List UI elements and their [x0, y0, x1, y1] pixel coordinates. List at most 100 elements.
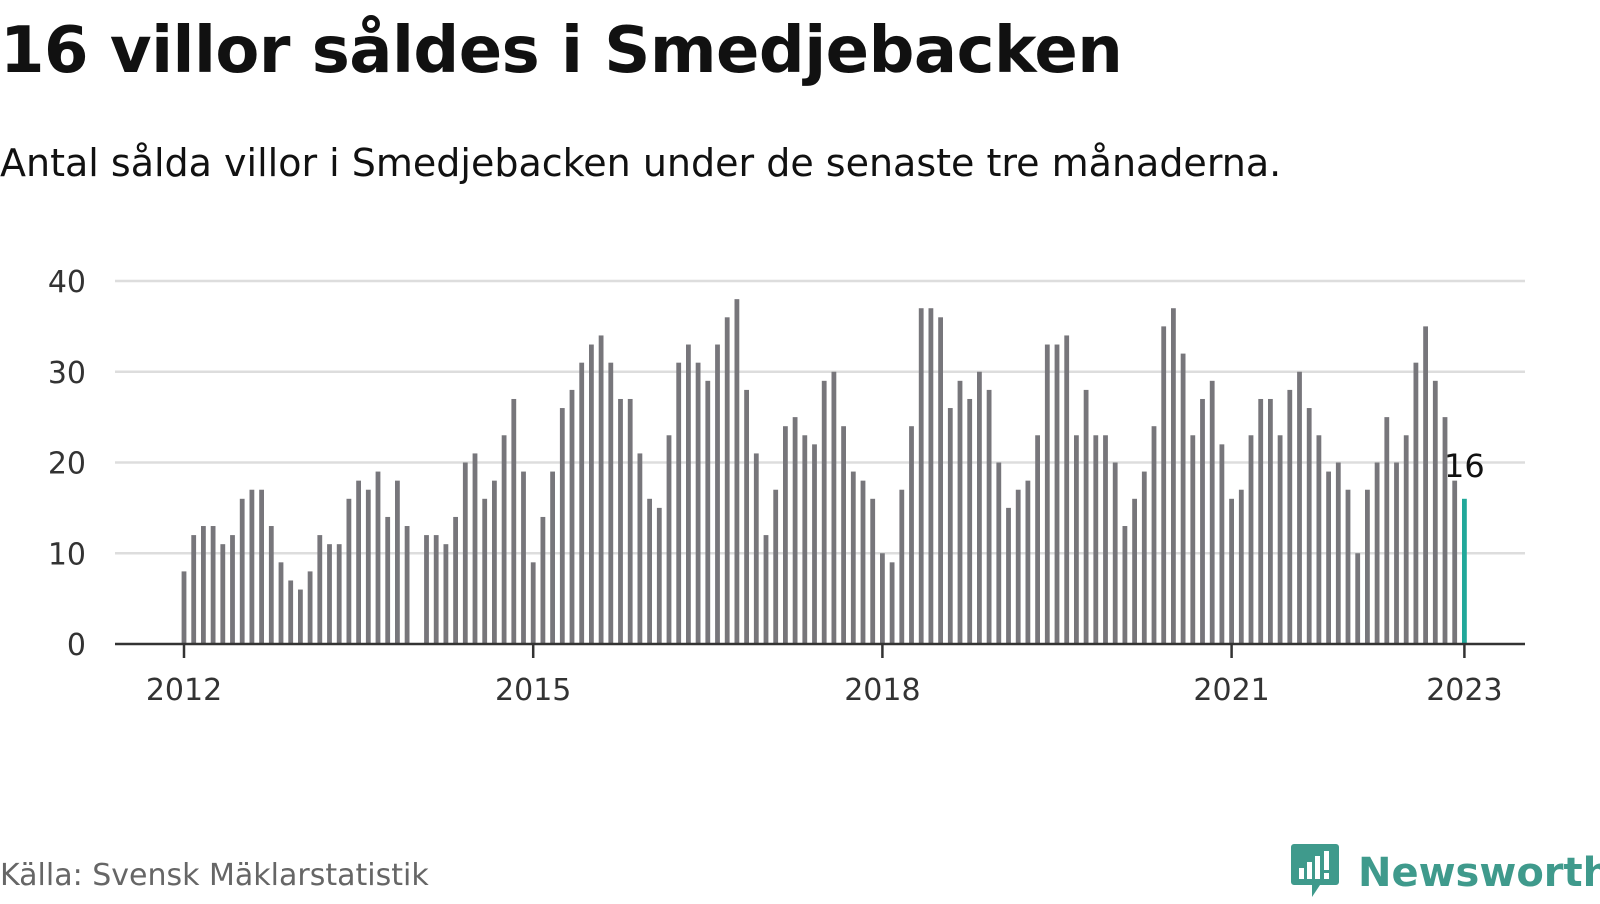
- bar: [909, 426, 914, 644]
- y-tick-label-40: 40: [48, 265, 86, 300]
- bar: [1025, 480, 1031, 644]
- bar: [705, 380, 711, 644]
- x-tick-label-2023: 2023: [1426, 673, 1502, 708]
- bar: [734, 299, 740, 644]
- bar: [1171, 308, 1176, 644]
- bar: [559, 408, 565, 644]
- bar: [191, 535, 197, 644]
- bar: [1054, 344, 1060, 644]
- bar: [501, 435, 507, 644]
- bar: [1093, 435, 1099, 644]
- bar: [957, 380, 963, 644]
- bar: [627, 398, 633, 644]
- bar: [656, 507, 662, 644]
- bar: [385, 516, 391, 644]
- chart-title: 16 villor såldes i Smedjebacken: [0, 14, 1123, 88]
- y-axis-ticks: 0 10 20 30 40: [48, 265, 86, 663]
- newsworthy-logo-icon: [1290, 842, 1340, 904]
- bar: [365, 489, 371, 644]
- bar: [1161, 326, 1167, 644]
- bar: [676, 362, 682, 644]
- bar: [1141, 471, 1147, 644]
- bar: [453, 516, 458, 644]
- bar: [1015, 489, 1021, 644]
- bar: [404, 526, 410, 644]
- bar: [579, 362, 585, 644]
- bar: [860, 480, 866, 644]
- bar: [1432, 380, 1438, 644]
- bar: [1326, 471, 1331, 644]
- bar: [1103, 435, 1108, 644]
- y-tick-label-30: 30: [48, 356, 86, 391]
- bar: [589, 344, 594, 644]
- bar: [918, 308, 924, 644]
- y-tick-label-0: 0: [67, 628, 86, 663]
- bar: [1374, 462, 1380, 644]
- bar: [1229, 498, 1234, 644]
- bar: [249, 489, 255, 644]
- bar: [1044, 344, 1050, 644]
- bar: [492, 480, 497, 644]
- bar: [1190, 435, 1196, 644]
- bar: [220, 544, 226, 644]
- bars: [181, 299, 1467, 644]
- bar: [1258, 398, 1264, 644]
- y-tick-label-20: 20: [48, 447, 86, 482]
- bar: [831, 371, 837, 644]
- bar: [1277, 435, 1283, 644]
- bar: [1083, 389, 1089, 644]
- bar: [1316, 435, 1322, 644]
- bar: [1335, 462, 1341, 644]
- bar: [753, 453, 759, 644]
- bar: [1200, 398, 1205, 644]
- bar: [1248, 435, 1254, 644]
- x-tick-label-2015: 2015: [495, 673, 571, 708]
- bar: [608, 362, 614, 644]
- bar: [511, 398, 517, 644]
- bar: [1112, 462, 1118, 644]
- bar: [1122, 526, 1128, 644]
- bar: [744, 389, 749, 644]
- bar: [598, 335, 604, 644]
- bar: [550, 471, 555, 644]
- bar: [802, 435, 808, 644]
- bar: [395, 480, 400, 644]
- bar: [530, 562, 536, 644]
- bar: [540, 516, 546, 644]
- bar: [1268, 398, 1273, 644]
- bar: [724, 317, 730, 644]
- brand-logo: Newsworthy: [1290, 842, 1600, 904]
- bar: [841, 426, 846, 644]
- bar: [666, 435, 672, 644]
- bar: [462, 462, 468, 644]
- bar: [239, 498, 245, 644]
- bar: [792, 417, 798, 644]
- bar: [1035, 435, 1040, 644]
- bar: [618, 398, 623, 644]
- bar: [1384, 417, 1390, 644]
- x-axis-ticks: 2012 2015 2018 2021 2023: [146, 644, 1503, 708]
- brand-name: Newsworthy: [1358, 850, 1600, 896]
- bar: [298, 589, 303, 644]
- bar: [783, 426, 788, 644]
- bar: [1287, 389, 1293, 644]
- bar: [647, 498, 652, 644]
- bar: [482, 498, 488, 644]
- bar: [356, 480, 361, 644]
- bar: [210, 526, 216, 644]
- bar: [1394, 462, 1399, 644]
- bar: [336, 544, 342, 644]
- bar: [1074, 435, 1079, 644]
- bar: [433, 535, 439, 644]
- chart-subtitle: Antal sålda villor i Smedjebacken under …: [0, 141, 1282, 185]
- bar: [1238, 489, 1244, 644]
- bar: [278, 562, 284, 644]
- bar: [521, 471, 526, 644]
- bar: [288, 580, 294, 644]
- gridlines: [115, 279, 1525, 555]
- bar: [1209, 380, 1215, 644]
- bar: [1345, 489, 1351, 644]
- annotations: 16: [1444, 447, 1485, 485]
- bar: [1403, 435, 1409, 644]
- bar: [812, 444, 817, 644]
